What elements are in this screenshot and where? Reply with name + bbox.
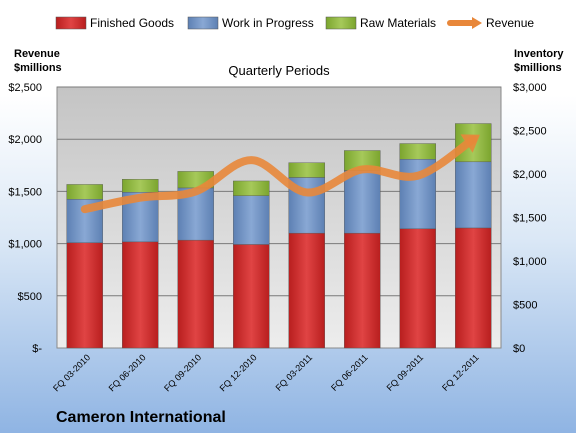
category-label: FQ 03-2010	[51, 352, 92, 393]
left-tick-label: $1,500	[8, 186, 42, 198]
legend-arrow-revenue	[472, 17, 482, 29]
bar-finished-goods	[177, 239, 214, 349]
bar-finished-goods	[344, 232, 381, 349]
bar-raw-materials	[288, 162, 325, 178]
right-tick-label: $1,000	[513, 256, 547, 268]
legend-swatch	[187, 16, 219, 30]
bar-raw-materials	[233, 180, 270, 196]
left-axis-title-line2: $millions	[14, 62, 62, 74]
category-label: FQ 06-2011	[329, 352, 370, 393]
category-label: FQ 09-2010	[162, 352, 203, 393]
left-tick-label: $-	[32, 343, 42, 355]
legend-label: Finished Goods	[90, 16, 174, 30]
bar-work-in-progress	[344, 170, 381, 234]
right-tick-label: $1,500	[513, 213, 547, 225]
bar-finished-goods	[455, 227, 492, 349]
right-tick-label: $0	[513, 343, 525, 355]
bar-finished-goods	[66, 242, 103, 349]
bar-finished-goods	[288, 232, 325, 349]
left-tick-label: $500	[18, 291, 42, 303]
right-tick-label: $500	[513, 300, 537, 312]
left-tick-label: $2,000	[8, 134, 42, 146]
right-axis-title-line2: $millions	[514, 62, 562, 74]
left-tick-label: $1,000	[8, 239, 42, 251]
revenue-line	[80, 135, 478, 214]
right-axis-title-line1: Inventory	[514, 48, 564, 60]
bar-raw-materials	[399, 143, 436, 160]
legend-label: Work in Progress	[222, 16, 314, 30]
bar-finished-goods	[122, 241, 159, 349]
bar-raw-materials	[122, 179, 159, 193]
legend-label: Raw Materials	[360, 16, 436, 30]
right-tick-label: $2,000	[513, 169, 547, 181]
plot-title: Quarterly Periods	[228, 63, 330, 78]
company-name: Cameron International	[56, 409, 226, 426]
bar-raw-materials	[66, 184, 103, 200]
bar-finished-goods	[233, 244, 270, 349]
right-tick-label: $2,500	[513, 126, 547, 138]
left-tick-label: $2,500	[8, 82, 42, 94]
bar-work-in-progress	[455, 161, 492, 229]
legend-label: Revenue	[486, 16, 534, 30]
bar-finished-goods	[399, 228, 436, 349]
right-tick-label: $3,000	[513, 82, 547, 94]
revenue-arrowhead	[460, 134, 480, 153]
legend-swatch	[55, 16, 87, 30]
category-label: FQ 03-2011	[274, 352, 315, 393]
category-label: FQ 12-2011	[440, 352, 481, 393]
bar-work-in-progress	[233, 195, 270, 245]
left-axis-title-line1: Revenue	[14, 48, 60, 60]
category-label: FQ 12-2010	[218, 352, 259, 393]
category-label: FQ 09-2011	[385, 352, 426, 393]
category-label: FQ 06-2010	[107, 352, 148, 393]
legend-swatch	[325, 16, 357, 30]
